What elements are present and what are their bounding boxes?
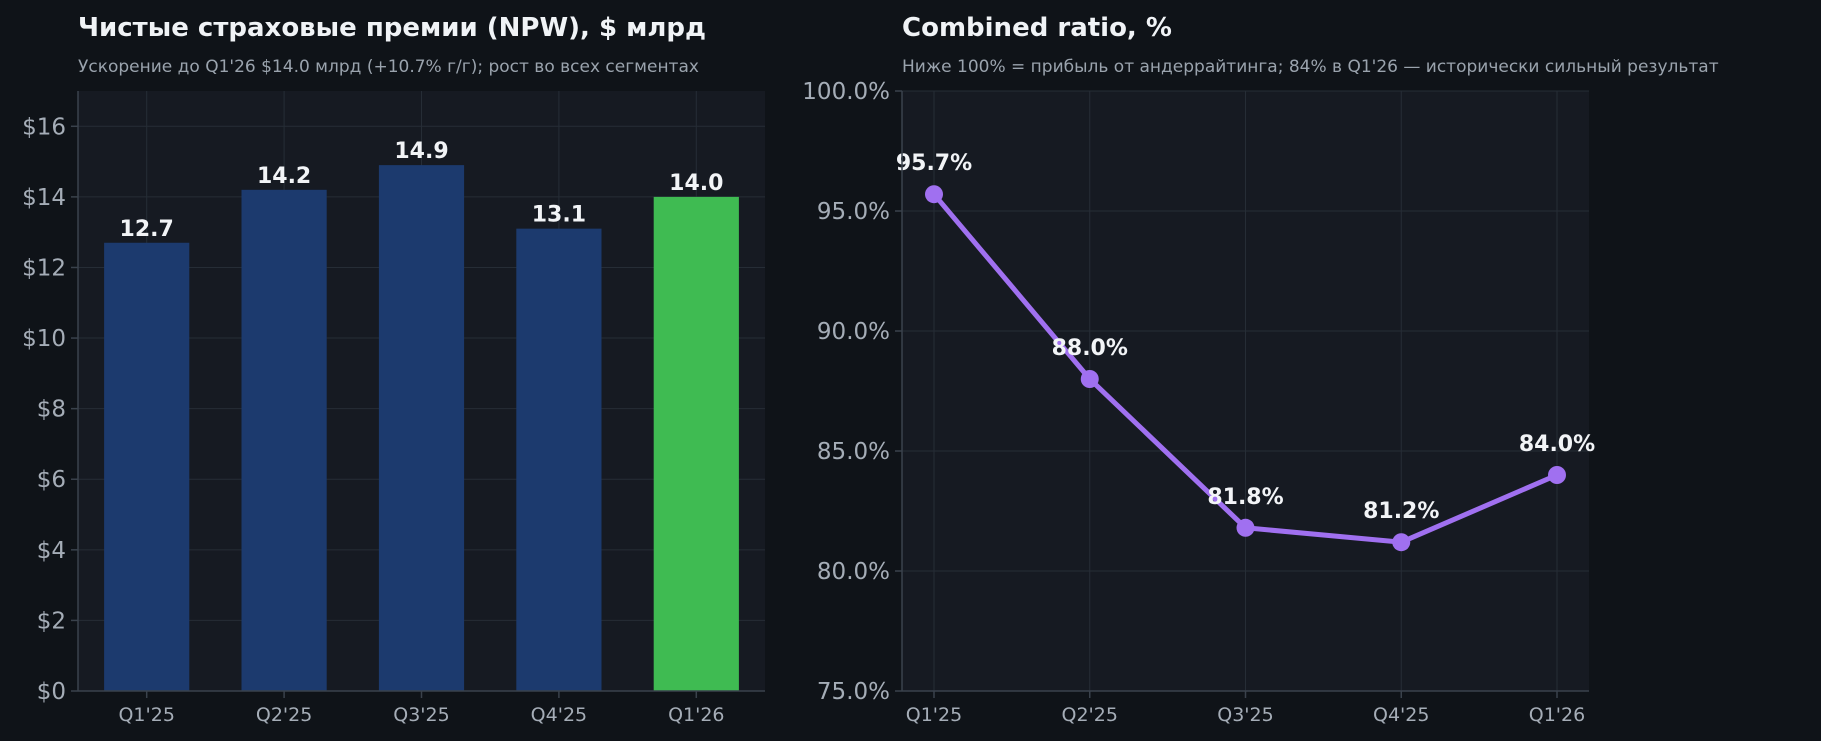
npw-x-tick-label: Q3'25 bbox=[393, 704, 449, 726]
cr-x-tick-label: Q1'26 bbox=[1529, 704, 1585, 726]
cr-chart-subtitle: Ниже 100% = прибыль от андеррайтинга; 84… bbox=[902, 57, 1719, 77]
npw-y-tick-label: $8 bbox=[37, 397, 66, 423]
npw-y-axis: $0 $2 $4 $6 $8 $10 $12 $14 $16 bbox=[22, 114, 78, 705]
cr-point-value-label: 81.8% bbox=[1207, 485, 1283, 510]
npw-y-tick-label: $6 bbox=[37, 467, 66, 493]
cr-x-tick-label: Q4'25 bbox=[1373, 704, 1429, 726]
npw-bar bbox=[241, 189, 327, 691]
npw-y-tick-label: $14 bbox=[22, 185, 66, 211]
npw-data-labels: 12.7 14.2 14.9 13.1 14.0 bbox=[120, 139, 724, 242]
npw-bar bbox=[653, 196, 739, 691]
npw-bar-value-label: 14.2 bbox=[257, 164, 311, 189]
npw-x-tick-label: Q1'26 bbox=[668, 704, 724, 726]
cr-y-axis: 75.0% 80.0% 85.0% 90.0% 95.0% 100.0% bbox=[802, 79, 902, 705]
npw-y-tick-label: $12 bbox=[22, 255, 66, 281]
npw-y-tick-label: $2 bbox=[37, 608, 66, 634]
npw-x-tick-label: Q4'25 bbox=[531, 704, 587, 726]
cr-point bbox=[925, 185, 943, 204]
npw-y-tick-label: $10 bbox=[22, 326, 66, 352]
cr-y-tick-label: 90.0% bbox=[817, 319, 890, 345]
npw-y-tick-label: $4 bbox=[37, 538, 66, 564]
cr-point bbox=[1548, 466, 1566, 484]
npw-x-tick-label: Q1'25 bbox=[118, 704, 174, 726]
cr-x-tick-label: Q2'25 bbox=[1062, 704, 1118, 726]
npw-bar-value-label: 14.9 bbox=[394, 139, 448, 164]
cr-x-tick-label: Q1'25 bbox=[906, 704, 962, 726]
cr-points bbox=[925, 185, 1566, 552]
npw-x-tick-label: Q2'25 bbox=[256, 704, 312, 726]
cr-point-value-label: 81.2% bbox=[1363, 499, 1439, 524]
cr-data-labels: 95.7% 88.0% 81.8% 81.2% 84.0% bbox=[896, 151, 1595, 524]
npw-bar bbox=[378, 165, 465, 691]
cr-x-axis: Q1'25 Q2'25 Q3'25 Q4'25 Q1'26 bbox=[906, 691, 1585, 726]
npw-chart-subtitle: Ускорение до Q1'26 $14.0 млрд (+10.7% г/… bbox=[78, 57, 699, 77]
npw-bar-chart: Чистые страховые премии (NPW), $ млрд Ус… bbox=[22, 13, 765, 726]
npw-bar bbox=[516, 228, 602, 691]
combined-ratio-line-chart: Combined ratio, % Ниже 100% = прибыль от… bbox=[802, 13, 1718, 726]
npw-bars bbox=[104, 165, 739, 691]
cr-chart-title: Combined ratio, % bbox=[902, 13, 1172, 43]
npw-bar-value-label: 13.1 bbox=[532, 203, 586, 228]
npw-chart-title: Чистые страховые премии (NPW), $ млрд bbox=[78, 13, 706, 43]
npw-x-axis: Q1'25 Q2'25 Q3'25 Q4'25 Q1'26 bbox=[118, 691, 725, 726]
npw-bar-value-label: 14.0 bbox=[669, 171, 723, 196]
cr-y-tick-label: 95.0% bbox=[817, 199, 890, 225]
npw-y-tick-label: $0 bbox=[37, 679, 66, 705]
cr-y-tick-label: 80.0% bbox=[817, 559, 890, 585]
cr-x-tick-label: Q3'25 bbox=[1217, 704, 1273, 726]
cr-point bbox=[1392, 533, 1411, 552]
cr-point-value-label: 95.7% bbox=[896, 151, 972, 176]
npw-bar-value-label: 12.7 bbox=[120, 217, 174, 242]
cr-point-value-label: 84.0% bbox=[1519, 432, 1595, 457]
cr-point bbox=[1080, 370, 1099, 388]
npw-y-tick-label: $16 bbox=[22, 114, 66, 140]
npw-bar bbox=[104, 242, 190, 691]
cr-point-value-label: 88.0% bbox=[1052, 336, 1128, 361]
cr-point bbox=[1236, 518, 1255, 537]
cr-y-tick-label: 85.0% bbox=[817, 439, 890, 465]
cr-y-tick-label: 100.0% bbox=[802, 79, 890, 105]
cr-y-tick-label: 75.0% bbox=[817, 679, 890, 705]
